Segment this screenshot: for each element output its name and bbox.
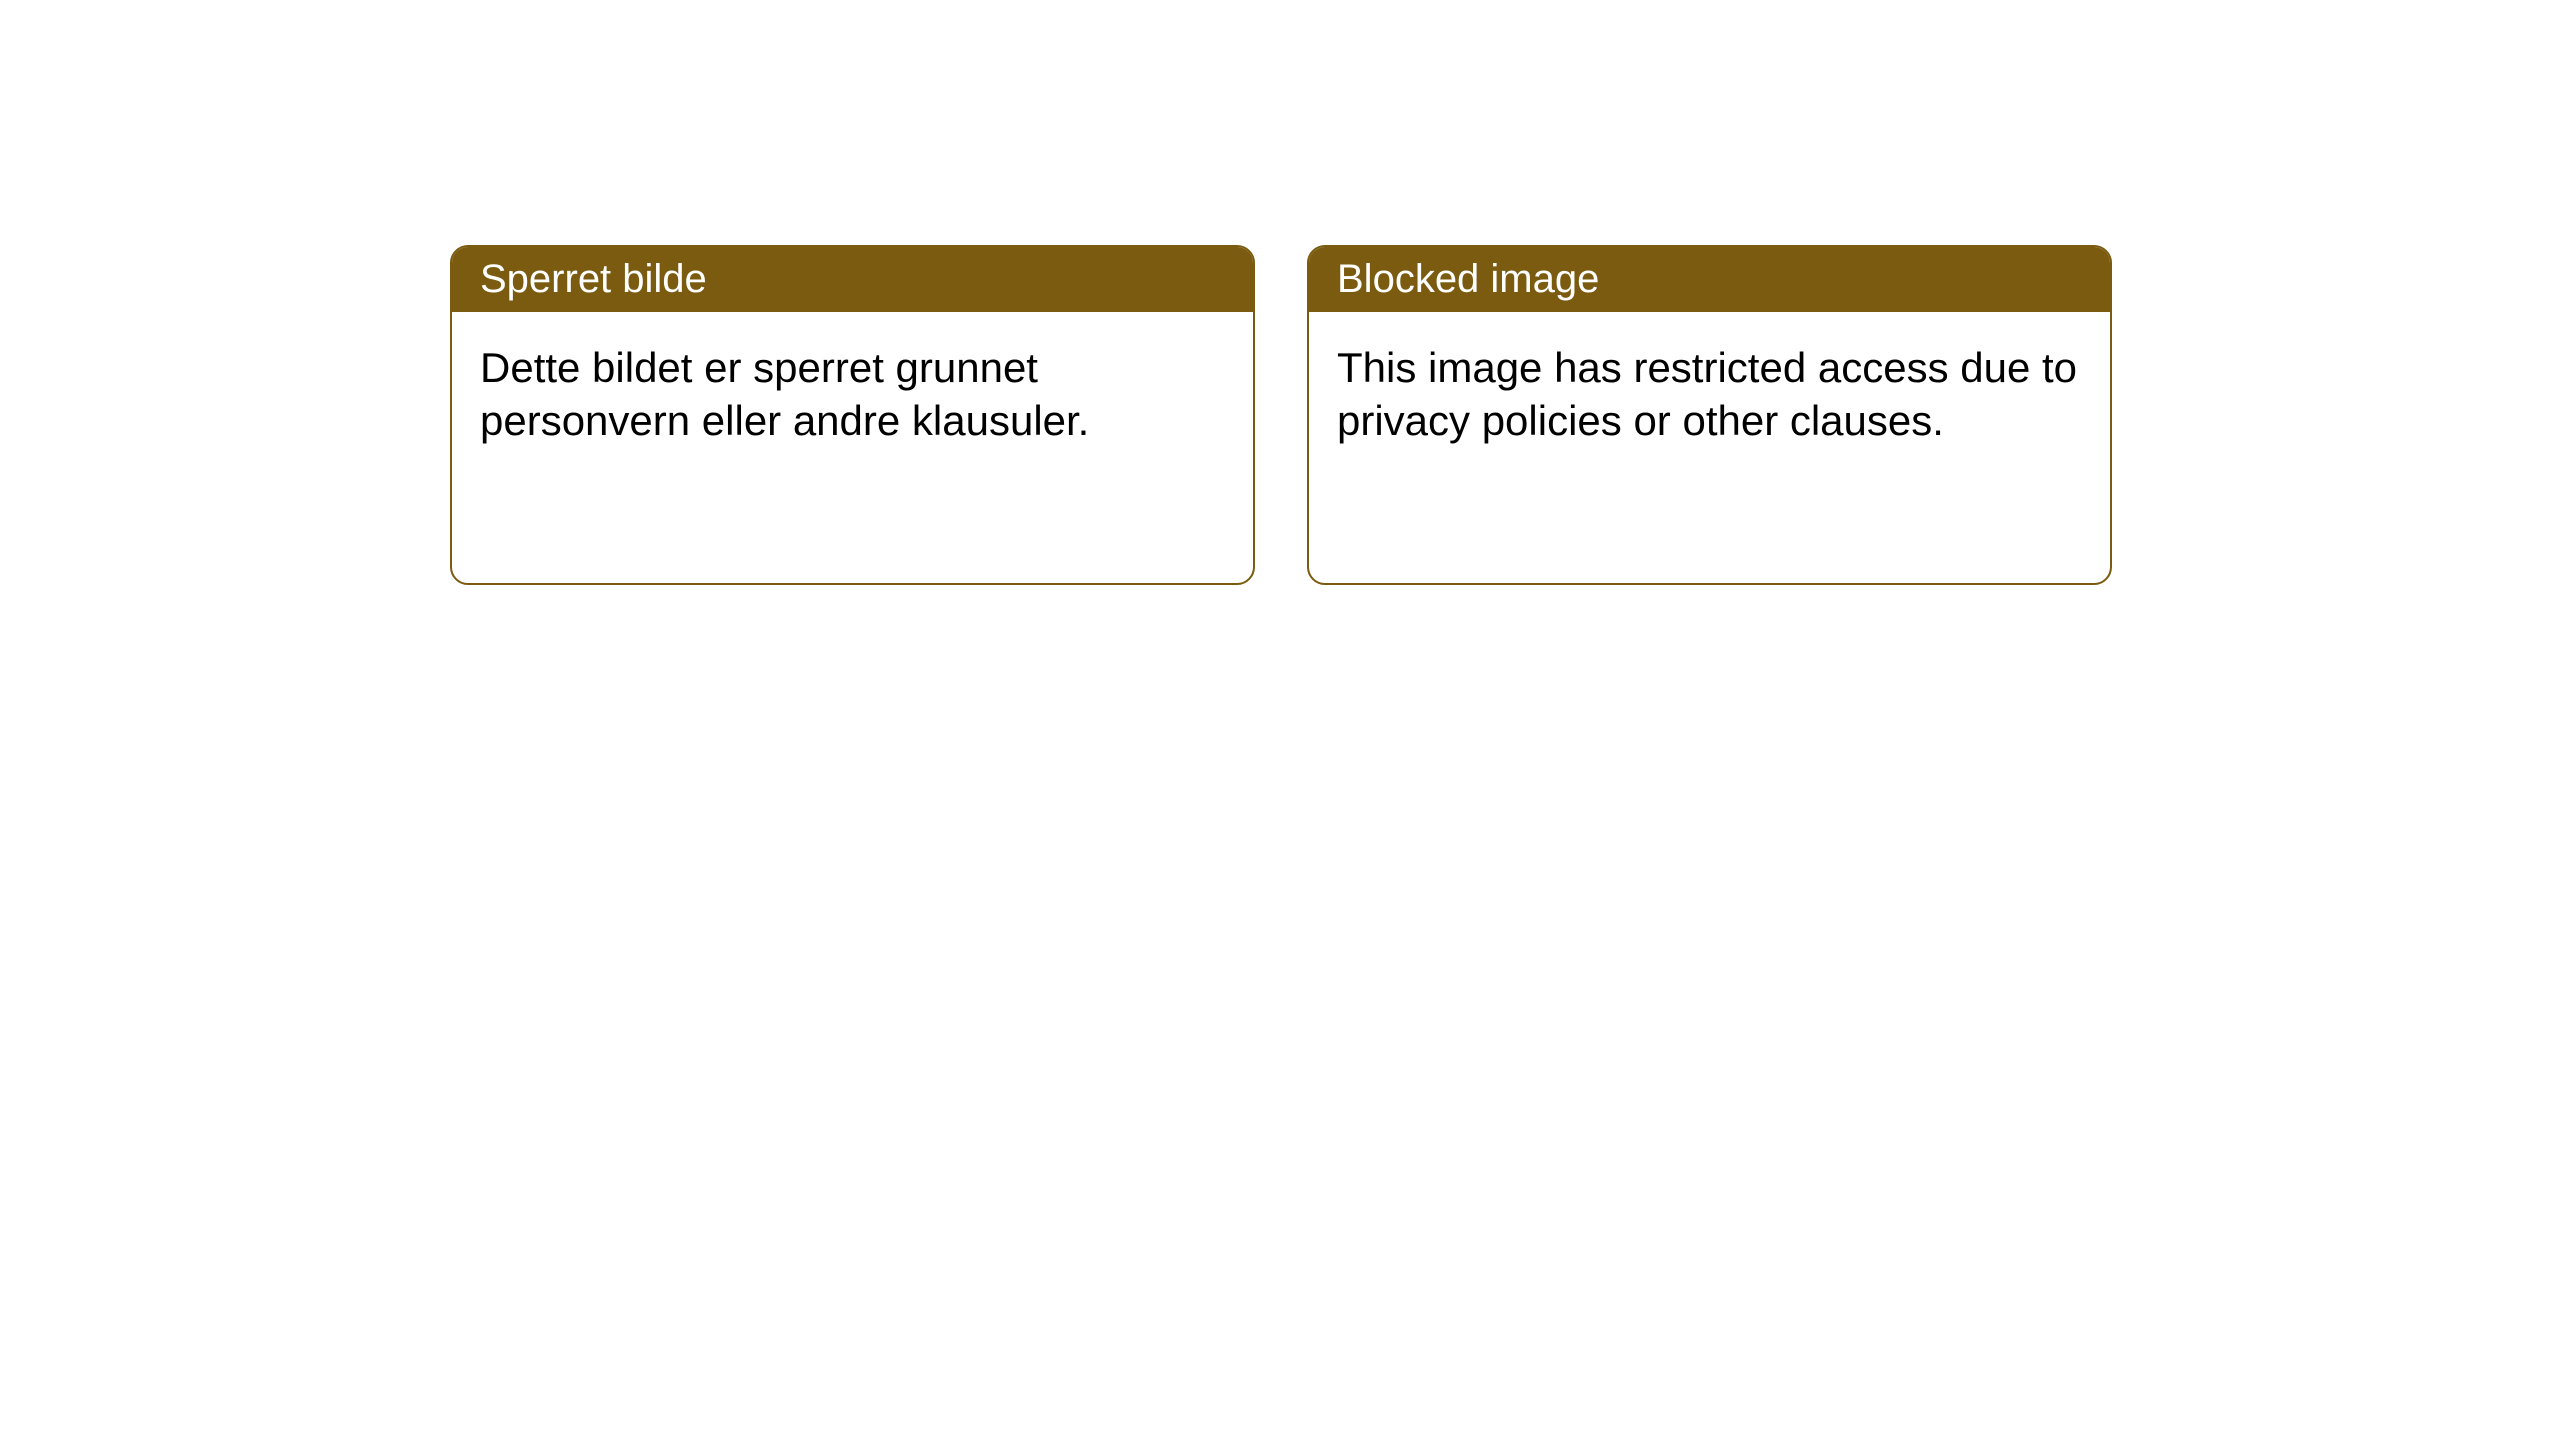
notice-title-english: Blocked image xyxy=(1309,247,2110,312)
notice-card-norwegian: Sperret bilde Dette bildet er sperret gr… xyxy=(450,245,1255,585)
notice-body-norwegian: Dette bildet er sperret grunnet personve… xyxy=(452,312,1253,477)
notice-card-english: Blocked image This image has restricted … xyxy=(1307,245,2112,585)
notice-container: Sperret bilde Dette bildet er sperret gr… xyxy=(450,245,2112,585)
notice-title-norwegian: Sperret bilde xyxy=(452,247,1253,312)
notice-body-english: This image has restricted access due to … xyxy=(1309,312,2110,477)
